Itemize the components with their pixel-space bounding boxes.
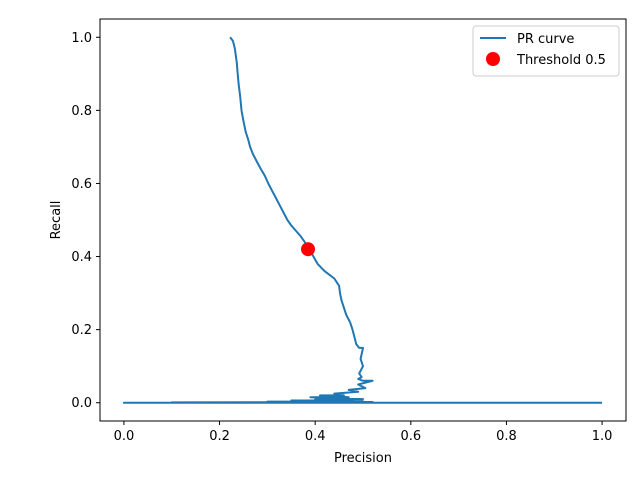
y-axis-ticks: 0.0 0.2 0.4 0.6 0.8 1.0 <box>71 31 100 411</box>
legend-swatch-threshold <box>486 52 500 66</box>
y-tick-label: 1.0 <box>71 31 92 46</box>
legend: PR curve Threshold 0.5 <box>472 25 620 77</box>
y-tick-label: 0.8 <box>71 104 92 119</box>
y-tick-label: 0.4 <box>71 250 92 265</box>
legend-label-pr-curve: PR curve <box>517 32 574 47</box>
x-tick-label: 0.6 <box>400 429 421 444</box>
threshold-marker <box>301 242 316 257</box>
x-axis-label: Precision <box>334 451 392 466</box>
legend-box <box>472 25 620 77</box>
x-axis-ticks: 0.0 0.2 0.4 0.6 0.8 1.0 <box>114 421 613 444</box>
legend-label-threshold: Threshold 0.5 <box>516 53 606 68</box>
series-line-pr-curve <box>122 36 603 404</box>
x-tick-label: 1.0 <box>592 429 613 444</box>
marker-layer <box>301 242 316 257</box>
x-tick-label: 0.8 <box>496 429 517 444</box>
x-tick-label: 0.2 <box>209 429 230 444</box>
y-tick-label: 0.2 <box>71 323 92 338</box>
x-tick-label: 0.4 <box>305 429 326 444</box>
y-tick-label: 0.0 <box>71 396 92 411</box>
y-axis-label: Recall <box>49 201 64 240</box>
plot-frame <box>99 18 627 422</box>
x-tick-label: 0.0 <box>114 429 135 444</box>
y-tick-label: 0.6 <box>71 177 92 192</box>
series-layer <box>122 36 603 404</box>
